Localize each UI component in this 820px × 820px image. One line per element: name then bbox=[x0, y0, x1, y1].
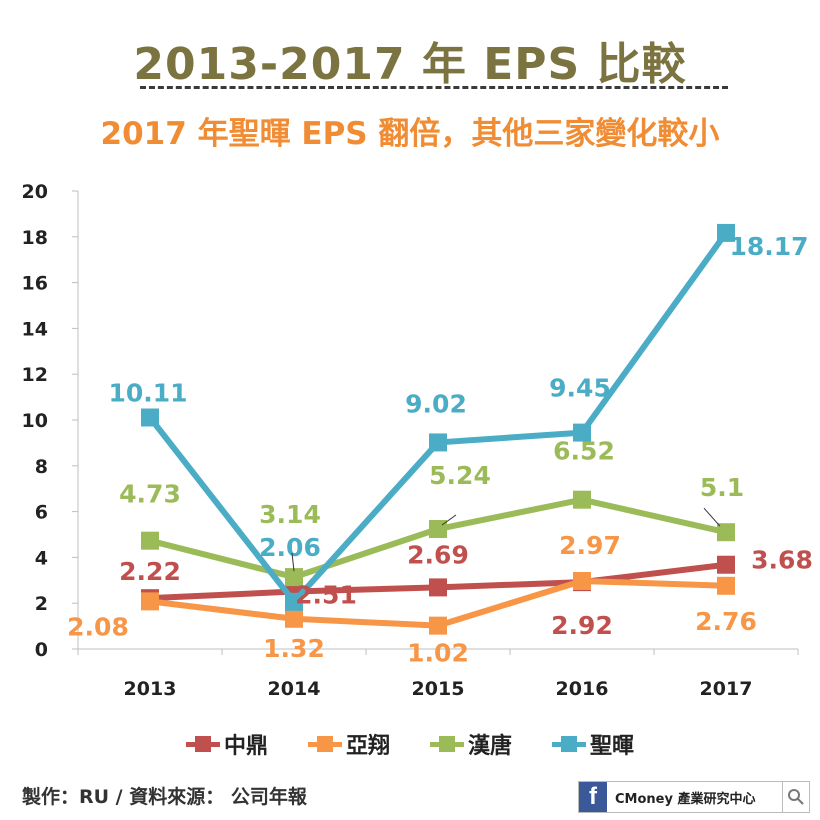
data-label-2-4: 5.1 bbox=[700, 473, 744, 502]
data-label-1-1: 1.32 bbox=[263, 634, 325, 663]
series-0-point-2 bbox=[429, 578, 447, 597]
data-label-3-2: 9.02 bbox=[405, 389, 467, 418]
y-tick-label-7: 14 bbox=[22, 318, 48, 340]
data-label-1-4: 2.76 bbox=[695, 607, 757, 636]
facebook-icon: f bbox=[579, 782, 607, 812]
legend-item-3: 聖暉 bbox=[552, 728, 634, 760]
chart-title: 2013-2017 年 EPS 比較 bbox=[133, 39, 687, 90]
y-tick-label-4: 8 bbox=[35, 456, 48, 478]
data-label-0-3: 2.92 bbox=[551, 611, 613, 640]
series-1-point-0 bbox=[141, 592, 159, 611]
y-tick-label-6: 12 bbox=[22, 364, 48, 386]
x-tick-label-1: 2014 bbox=[268, 678, 321, 700]
data-label-2-1: 3.14 bbox=[259, 500, 321, 529]
data-label-3-4: 18.17 bbox=[729, 232, 808, 261]
leader-line-2 bbox=[291, 553, 295, 572]
data-label-0-0: 2.22 bbox=[119, 557, 181, 586]
leader-line-0 bbox=[441, 514, 457, 526]
legend-swatch-2 bbox=[430, 734, 464, 754]
data-label-3-1: 2.06 bbox=[259, 533, 321, 562]
x-tick-label-0: 2013 bbox=[124, 678, 177, 700]
x-tick-label-4: 2017 bbox=[700, 678, 753, 700]
data-label-1-0: 2.08 bbox=[67, 612, 129, 641]
brand-text: CMoney 產業研究中心 bbox=[615, 791, 756, 807]
legend-item-2: 漢唐 bbox=[430, 728, 512, 760]
series-2-point-1 bbox=[285, 568, 303, 587]
legend-item-0: 中鼎 bbox=[185, 728, 268, 760]
y-tick-label-10: 20 bbox=[22, 181, 48, 203]
brand-badge[interactable]: f CMoney 產業研究中心 bbox=[578, 781, 810, 813]
series-1-point-3 bbox=[573, 571, 591, 590]
source-credit: 製作：RU / 資料來源： 公司年報 bbox=[22, 786, 307, 808]
y-tick-label-1: 2 bbox=[35, 593, 48, 615]
leader-line-1 bbox=[703, 507, 721, 527]
series-3-point-0 bbox=[141, 408, 159, 427]
legend-swatch-3 bbox=[552, 734, 587, 754]
legend-swatch-0 bbox=[185, 734, 220, 754]
series-1-point-1 bbox=[285, 609, 303, 628]
y-tick-label-3: 6 bbox=[35, 502, 48, 524]
data-label-0-4: 3.68 bbox=[751, 546, 813, 575]
data-label-2-3: 6.52 bbox=[553, 437, 615, 466]
data-label-0-2: 2.69 bbox=[407, 540, 469, 569]
x-tick-label-2: 2015 bbox=[412, 678, 465, 700]
search-icon[interactable] bbox=[782, 782, 809, 812]
series-1-point-2 bbox=[429, 616, 447, 635]
eps-line-chart: 0 2 4 6 8 10 12 14 16 18 20 2013 2014 2015 2016 2017 2.2… bbox=[22, 181, 813, 700]
series-0-point-4 bbox=[717, 555, 735, 574]
legend-label-0: 中鼎 bbox=[223, 734, 268, 759]
legend-label-3: 聖暉 bbox=[590, 734, 635, 759]
y-tick-label-0: 0 bbox=[35, 639, 48, 661]
series-2-point-0 bbox=[141, 531, 159, 550]
chart-subtitle: 2017 年聖暉 EPS 翻倍，其他三家變化較小 bbox=[100, 116, 720, 152]
y-tick-label-2: 4 bbox=[35, 547, 48, 569]
x-tick-label-3: 2016 bbox=[556, 678, 609, 700]
legend-item-1: 亞翔 bbox=[307, 728, 390, 760]
data-label-3-0: 10.11 bbox=[108, 378, 187, 407]
legend-swatch-1 bbox=[307, 734, 342, 754]
series-3-point-2 bbox=[429, 433, 447, 452]
legend-label-2: 漢唐 bbox=[468, 734, 513, 759]
chart-legend: 中鼎 亞翔 漢唐 聖暉 bbox=[0, 728, 820, 760]
series-3-point-1 bbox=[285, 592, 303, 611]
data-label-3-3: 9.45 bbox=[549, 374, 611, 403]
series-3-point-3 bbox=[573, 423, 591, 442]
y-tick-label-9: 18 bbox=[22, 227, 48, 249]
data-label-1-2: 1.02 bbox=[407, 639, 469, 668]
series-2-point-4 bbox=[717, 523, 735, 542]
series-2-point-3 bbox=[573, 490, 591, 509]
series-2-point-2 bbox=[429, 520, 447, 539]
y-tick-label-8: 16 bbox=[22, 273, 48, 295]
legend-label-1: 亞翔 bbox=[345, 734, 390, 759]
title-divider bbox=[140, 86, 728, 89]
data-label-2-0: 4.73 bbox=[119, 480, 181, 509]
data-label-0-1: 2.51 bbox=[295, 581, 357, 610]
series-1-point-4 bbox=[717, 576, 735, 595]
series-3-point-4 bbox=[717, 223, 735, 242]
data-label-1-3: 2.97 bbox=[559, 531, 621, 560]
data-label-2-2: 5.24 bbox=[429, 461, 491, 490]
y-tick-label-5: 10 bbox=[22, 410, 48, 432]
